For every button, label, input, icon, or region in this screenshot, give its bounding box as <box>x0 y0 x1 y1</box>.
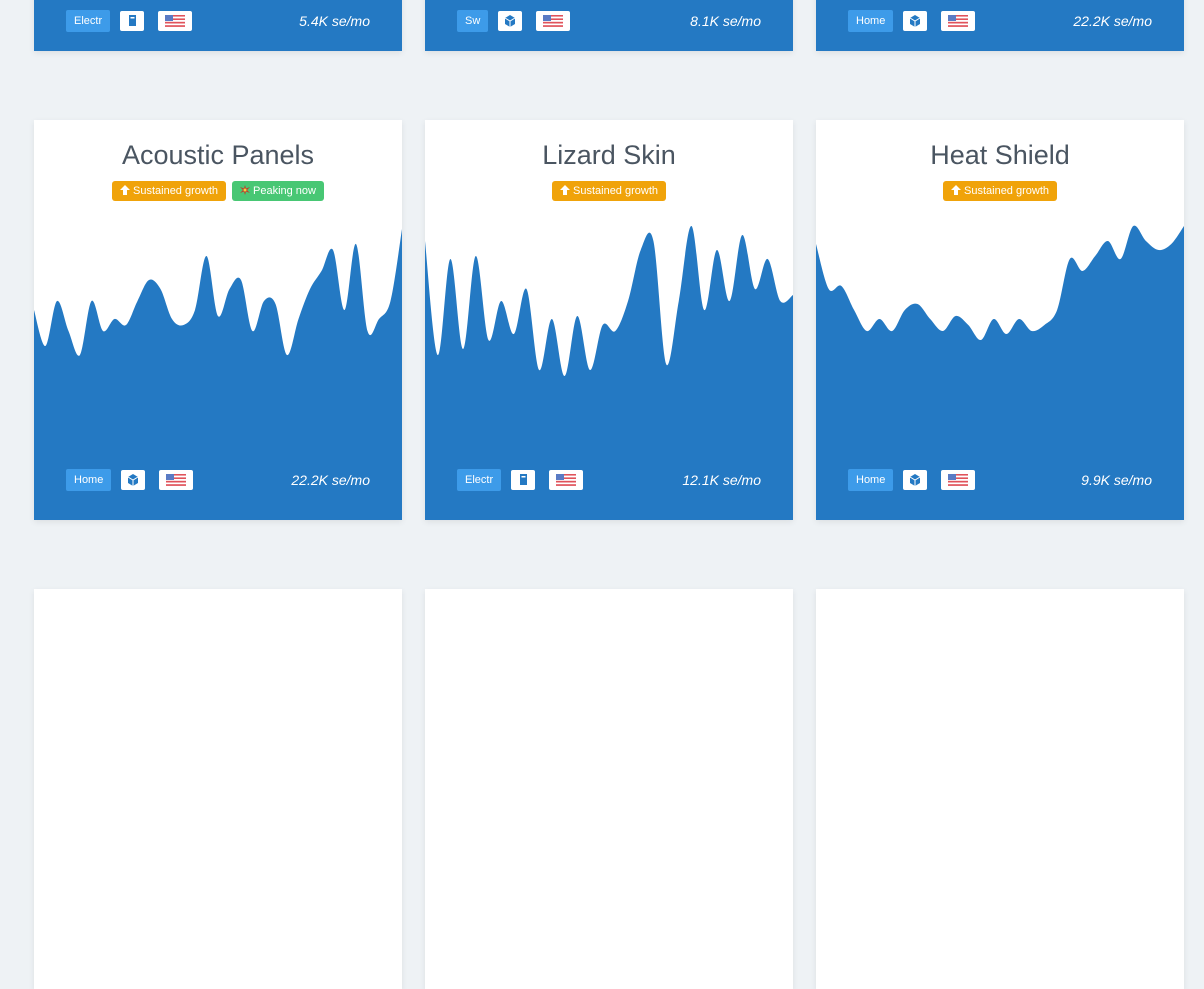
card[interactable]: Acoustic Panels Sustained growth Peaking n… <box>34 120 402 520</box>
page: Electr 5.4K se/mo Sw 8.1K se/mo Home 22.2K se… <box>34 0 1184 989</box>
card-title: Heat Shield <box>930 140 1070 170</box>
badge-text: Peaking now <box>253 185 316 197</box>
badge-text: Sustained growth <box>133 185 218 197</box>
category-tag[interactable]: Electr <box>66 10 111 32</box>
type-icon <box>903 470 927 490</box>
card <box>425 589 793 989</box>
badge: Sustained growth <box>112 181 226 201</box>
type-icon <box>903 11 927 31</box>
card-footer: Electr 5.4K se/mo <box>66 10 370 32</box>
category-tag[interactable]: Sw <box>457 10 489 32</box>
badge: Sustained growth <box>943 181 1057 201</box>
country-flag <box>158 11 192 31</box>
badge-icon <box>951 182 961 195</box>
searches: 12.1K se/mo <box>682 472 761 488</box>
type-icon <box>511 470 535 490</box>
searches: 5.4K se/mo <box>299 13 370 29</box>
card: Home 22.2K se/mo <box>816 0 1184 51</box>
card[interactable]: Lizard Skin Sustained growth Electr 12.1K s… <box>425 120 793 520</box>
badge-icon <box>120 182 130 195</box>
searches: 22.2K se/mo <box>1073 13 1152 29</box>
category-tag[interactable]: Electr <box>457 469 502 491</box>
type-icon <box>498 11 522 31</box>
card-footer: Home 22.2K se/mo <box>66 469 370 491</box>
card-footer: Home 22.2K se/mo <box>848 10 1152 32</box>
sparkline <box>816 225 1184 520</box>
type-icon <box>120 11 144 31</box>
card-footer: Electr 12.1K se/mo <box>457 469 761 491</box>
badge-text: Sustained growth <box>964 185 1049 197</box>
card[interactable]: Heat Shield Sustained growth Home 9.9K se/m… <box>816 120 1184 520</box>
card: Electr 5.4K se/mo <box>34 0 402 51</box>
sparkline <box>34 229 402 520</box>
sparkline <box>425 225 793 520</box>
country-flag <box>536 11 570 31</box>
searches: 9.9K se/mo <box>1081 472 1152 488</box>
badges: Sustained growth <box>816 181 1184 201</box>
card: Sw 8.1K se/mo <box>425 0 793 51</box>
trend-area <box>34 229 402 520</box>
trend-area <box>816 225 1184 520</box>
badge-icon <box>560 182 570 195</box>
searches: 8.1K se/mo <box>690 13 761 29</box>
category-tag[interactable]: Home <box>66 469 112 491</box>
badges: Sustained growth <box>425 181 793 201</box>
badge: Peaking now <box>232 181 324 201</box>
card-footer: Sw 8.1K se/mo <box>457 10 761 32</box>
card-title: Acoustic Panels <box>121 140 315 170</box>
card <box>816 589 1184 989</box>
badge-text: Sustained growth <box>573 185 658 197</box>
badge-icon <box>240 182 250 195</box>
country-flag <box>549 470 583 490</box>
country-flag <box>159 470 193 490</box>
badge: Sustained growth <box>552 181 666 201</box>
card-title: Lizard Skin <box>542 140 676 170</box>
trend-area <box>425 225 793 520</box>
type-icon <box>121 470 145 490</box>
searches: 22.2K se/mo <box>291 472 370 488</box>
card <box>34 589 402 989</box>
card-footer: Home 9.9K se/mo <box>848 469 1152 491</box>
category-tag[interactable]: Home <box>848 469 894 491</box>
badges: Sustained growth Peaking now <box>34 181 402 201</box>
country-flag <box>941 11 975 31</box>
country-flag <box>941 470 975 490</box>
category-tag[interactable]: Home <box>848 10 894 32</box>
